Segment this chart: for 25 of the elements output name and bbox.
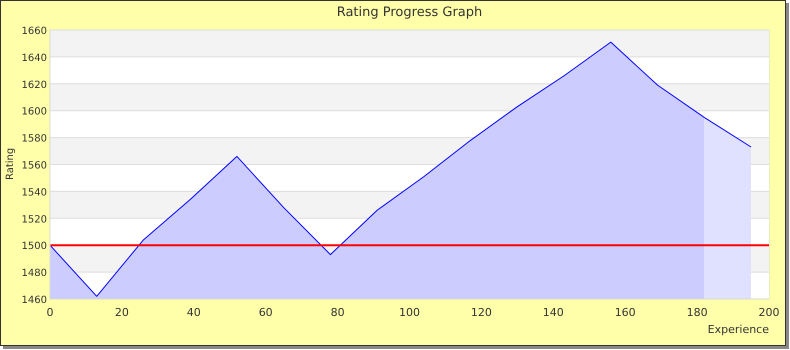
y-tick-label: 1500 [22, 241, 47, 252]
y-tick-label: 1660 [22, 26, 47, 37]
x-tick-label: 60 [258, 306, 273, 319]
y-tick-label: 1520 [22, 214, 47, 226]
y-tick-label: 1480 [22, 268, 47, 280]
x-tick-label: 140 [542, 306, 564, 319]
x-tick-label: 200 [758, 306, 780, 319]
y-tick-label: 1460 [22, 295, 47, 306]
y-tick-label: 1600 [22, 106, 47, 118]
y-tick-label: 1560 [22, 160, 47, 172]
x-tick-label: 160 [614, 306, 636, 319]
y-tick-label: 1640 [22, 52, 47, 64]
x-tick-label: 0 [46, 306, 54, 319]
x-tick-label: 100 [399, 306, 420, 319]
y-tick-label: 1540 [22, 187, 47, 198]
x-tick-label: 180 [686, 306, 708, 319]
x-tick-label: 20 [114, 306, 129, 319]
x-axis-title: Experience [708, 323, 770, 336]
y-axis-title: Rating [5, 148, 16, 180]
x-tick-label: 80 [330, 306, 345, 319]
chart-title: Rating Progress Graph [336, 5, 482, 20]
y-tick-label: 1620 [22, 80, 47, 91]
y-tick-label: 1580 [22, 134, 47, 145]
x-tick-label: 120 [470, 306, 492, 319]
x-tick-label: 40 [186, 306, 201, 319]
